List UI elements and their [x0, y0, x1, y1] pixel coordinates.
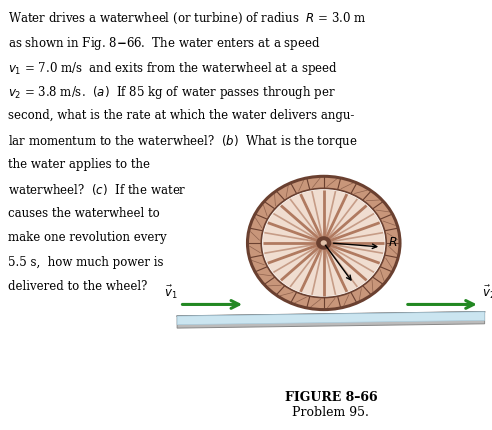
Polygon shape — [177, 312, 485, 328]
Polygon shape — [177, 312, 485, 325]
Circle shape — [261, 188, 386, 298]
Text: second, what is the rate at which the water delivers angu-: second, what is the rate at which the wa… — [8, 109, 354, 122]
Text: $\vec{v}_2$: $\vec{v}_2$ — [482, 284, 492, 301]
Circle shape — [263, 190, 385, 296]
Text: lar momentum to the waterwheel?  $(b)$  What is the torque: lar momentum to the waterwheel? $(b)$ Wh… — [8, 133, 358, 150]
Text: as shown in Fig. 8$\mathbf{-}$66.  The water enters at a speed: as shown in Fig. 8$\mathbf{-}$66. The wa… — [8, 35, 320, 52]
Text: $v_1$ = 7.0 m/s  and exits from the waterwheel at a speed: $v_1$ = 7.0 m/s and exits from the water… — [8, 60, 338, 77]
Text: Problem 95.: Problem 95. — [292, 406, 369, 419]
Text: $v_2$ = 3.8 m/s.  $(a)$  If 85 kg of water passes through per: $v_2$ = 3.8 m/s. $(a)$ If 85 kg of water… — [8, 84, 336, 101]
Text: make one revolution every: make one revolution every — [8, 231, 166, 244]
Text: the water applies to the: the water applies to the — [8, 158, 150, 171]
Text: Water drives a waterwheel (or turbine) of radius  $R$ = 3.0 m: Water drives a waterwheel (or turbine) o… — [8, 11, 366, 26]
Text: waterwheel?  $(c)$  If the water: waterwheel? $(c)$ If the water — [8, 182, 186, 197]
Text: causes the waterwheel to: causes the waterwheel to — [8, 207, 159, 220]
Text: FIGURE 8–66: FIGURE 8–66 — [284, 391, 377, 404]
Text: $\vec{v}_1$: $\vec{v}_1$ — [163, 284, 177, 301]
Circle shape — [247, 176, 400, 310]
Text: delivered to the wheel?: delivered to the wheel? — [8, 280, 147, 293]
Text: 5.5 s,  how much power is: 5.5 s, how much power is — [8, 256, 163, 269]
Circle shape — [321, 240, 327, 246]
Text: $R$: $R$ — [388, 236, 397, 249]
Circle shape — [317, 237, 331, 249]
